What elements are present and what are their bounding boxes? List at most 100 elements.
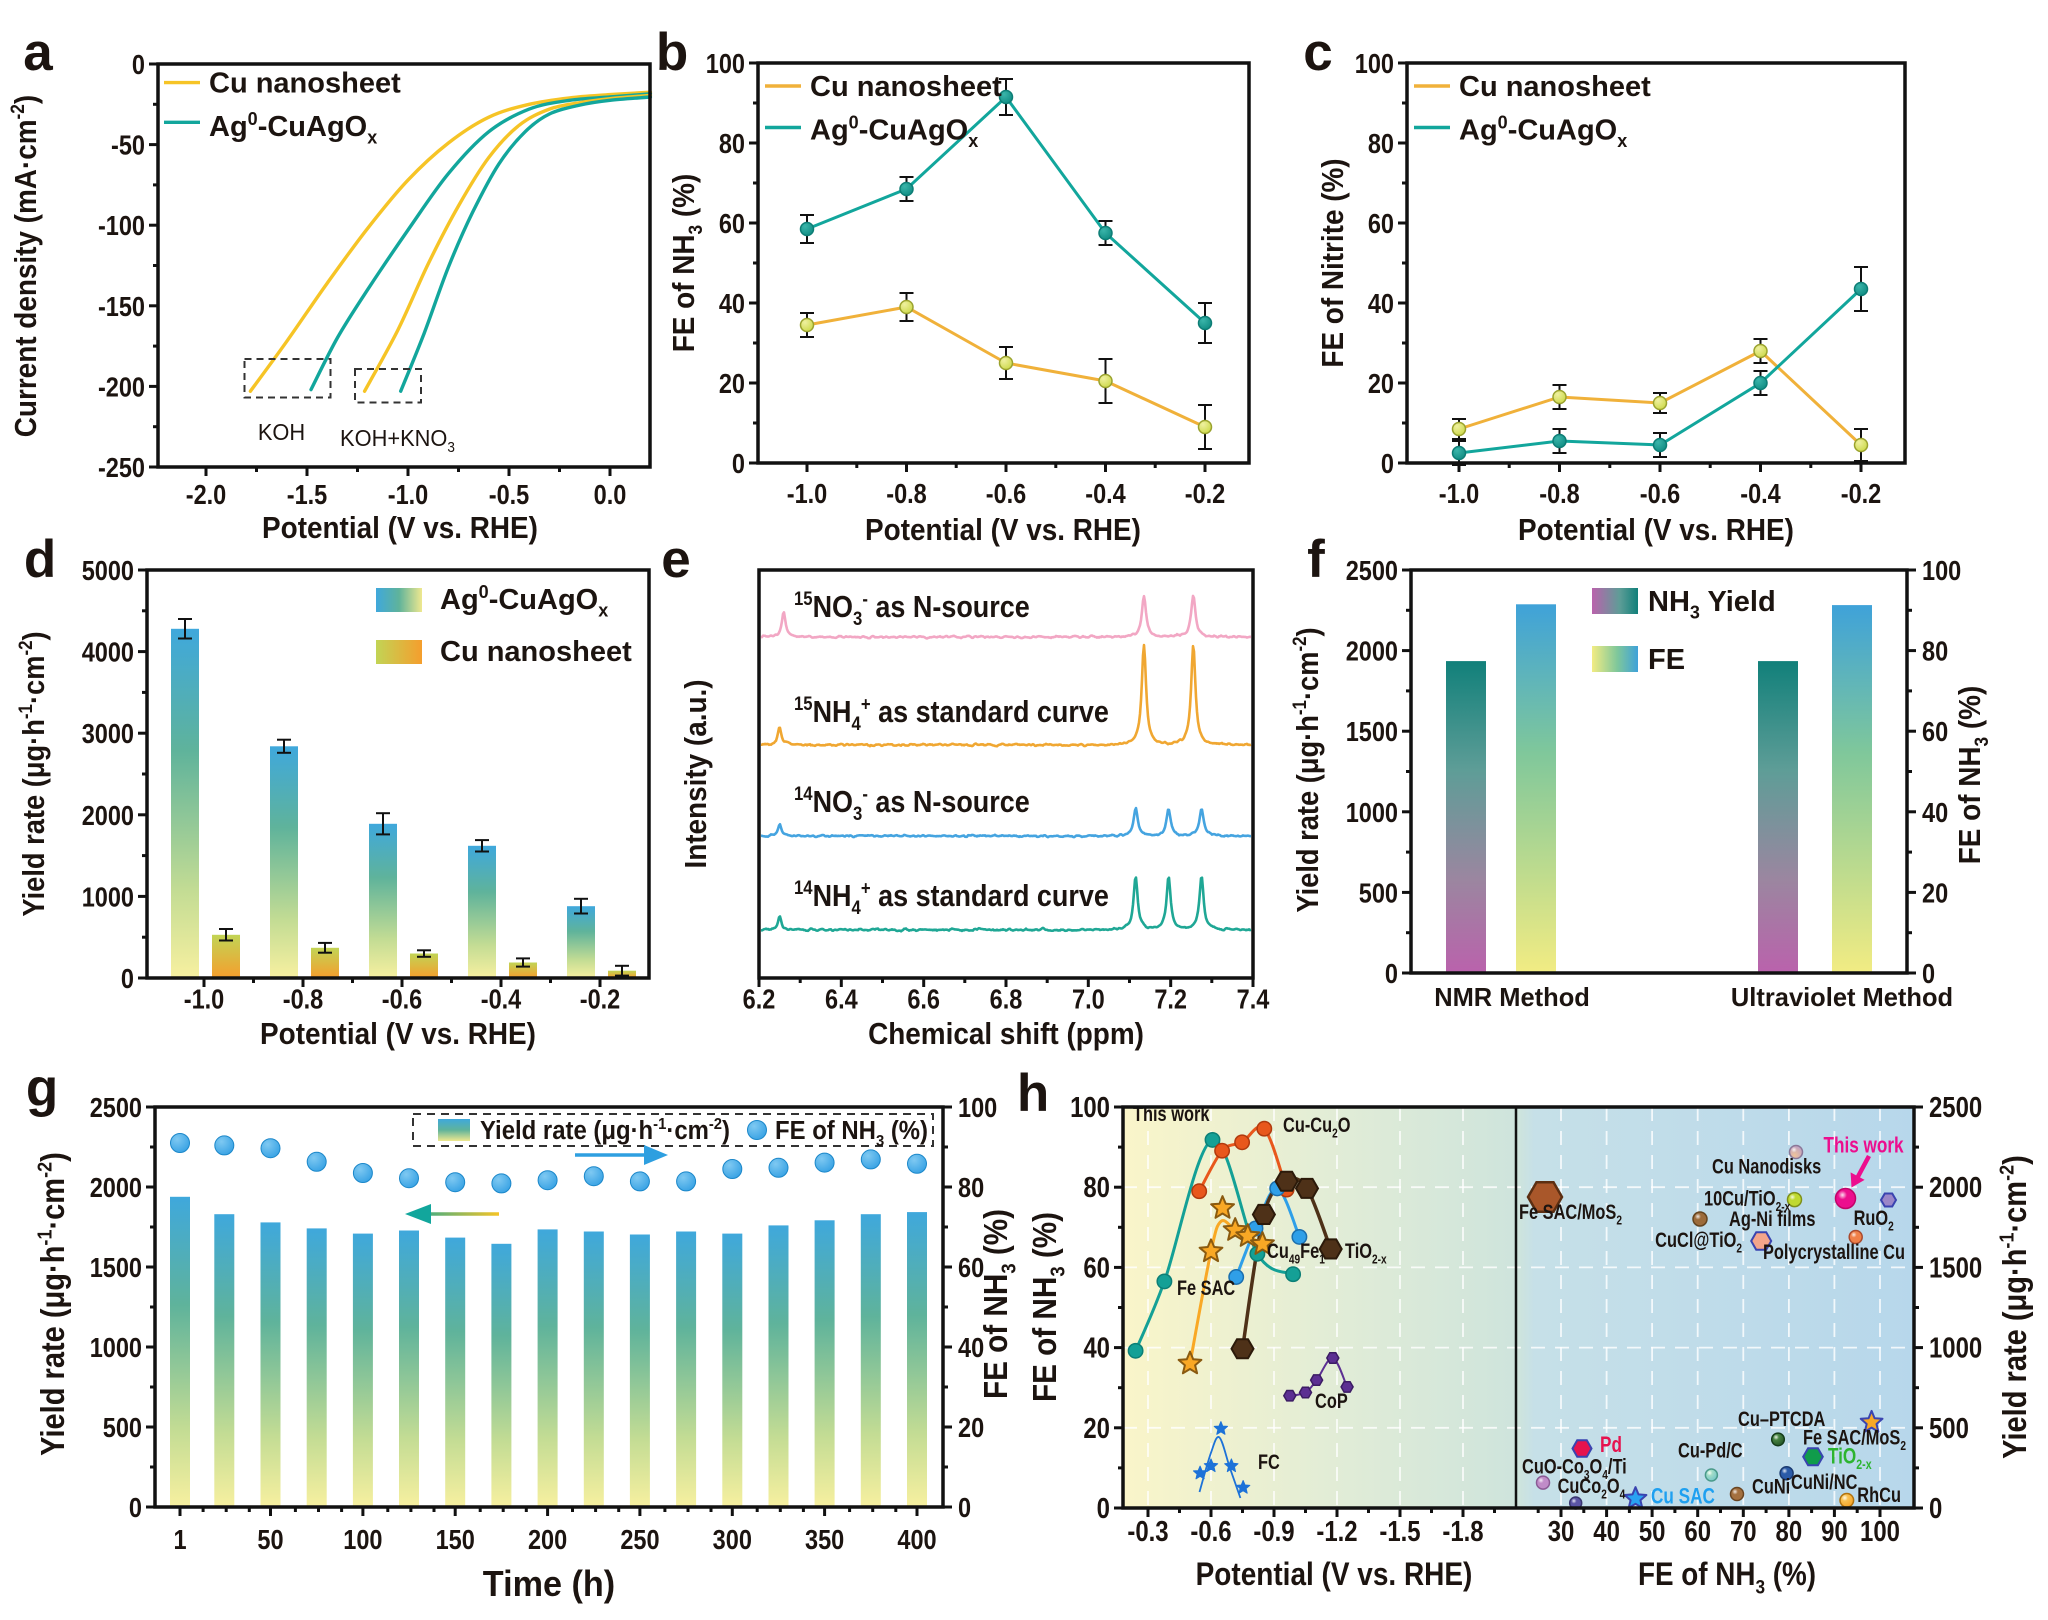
svg-text:TiO2-x: TiO2-x — [1828, 1444, 1872, 1472]
svg-text:RuO2: RuO2 — [1854, 1206, 1895, 1234]
svg-text:Current density (mA·cm-2): Current density (mA·cm-2) — [6, 95, 43, 437]
svg-text:Cu Nanodisks: Cu Nanodisks — [1712, 1155, 1821, 1178]
svg-text:2000: 2000 — [1929, 1171, 1982, 1203]
svg-text:60: 60 — [1368, 209, 1394, 239]
svg-text:Potential (V vs. RHE): Potential (V vs. RHE) — [865, 513, 1141, 548]
svg-text:-0.5: -0.5 — [489, 480, 530, 510]
svg-text:b: b — [656, 23, 688, 82]
svg-text:40: 40 — [1922, 798, 1948, 828]
svg-text:2000: 2000 — [90, 1173, 142, 1203]
svg-text:0: 0 — [1929, 1492, 1942, 1524]
svg-text:1000: 1000 — [1929, 1332, 1982, 1364]
svg-text:-1.2: -1.2 — [1316, 1515, 1357, 1547]
svg-text:30: 30 — [1548, 1515, 1575, 1547]
svg-text:-0.2: -0.2 — [1185, 479, 1226, 509]
svg-text:500: 500 — [1929, 1412, 1969, 1444]
svg-text:Potential (V vs. RHE): Potential (V vs. RHE) — [262, 511, 538, 546]
svg-text:500: 500 — [1359, 879, 1398, 909]
svg-text:-1.0: -1.0 — [184, 985, 225, 1015]
svg-text:1000: 1000 — [82, 883, 134, 913]
svg-text:100: 100 — [706, 49, 745, 79]
svg-text:FE of NH3 (%): FE of NH3 (%) — [775, 1116, 928, 1150]
svg-text:60: 60 — [719, 209, 745, 239]
svg-text:2500: 2500 — [1929, 1091, 1982, 1123]
svg-text:-50: -50 — [111, 131, 145, 161]
svg-text:80: 80 — [1776, 1515, 1803, 1547]
svg-text:0: 0 — [732, 449, 745, 479]
svg-text:7.2: 7.2 — [1154, 985, 1187, 1015]
svg-text:20: 20 — [1922, 879, 1948, 909]
svg-text:-1.5: -1.5 — [287, 480, 328, 510]
svg-text:200: 200 — [528, 1525, 567, 1555]
svg-text:1: 1 — [173, 1525, 186, 1555]
svg-text:0: 0 — [1922, 959, 1935, 989]
svg-text:20: 20 — [1083, 1412, 1110, 1444]
svg-text:500: 500 — [103, 1413, 142, 1443]
svg-text:-0.8: -0.8 — [1539, 479, 1580, 509]
svg-text:-0.9: -0.9 — [1253, 1515, 1294, 1547]
svg-text:RhCu: RhCu — [1857, 1483, 1901, 1506]
svg-text:-0.2: -0.2 — [580, 985, 621, 1015]
svg-text:7.0: 7.0 — [1072, 985, 1105, 1015]
svg-text:Fe SAC/MoS2: Fe SAC/MoS2 — [1519, 1200, 1622, 1228]
svg-text:60: 60 — [1684, 1515, 1711, 1547]
svg-text:-1.5: -1.5 — [1379, 1515, 1420, 1547]
svg-text:100: 100 — [1860, 1515, 1900, 1547]
svg-text:FE: FE — [1648, 644, 1685, 676]
svg-text:Time (h): Time (h) — [483, 1564, 615, 1604]
svg-text:80: 80 — [1368, 129, 1394, 159]
svg-text:Ag0-CuAgOx: Ag0-CuAgOx — [810, 113, 978, 152]
svg-text:6.6: 6.6 — [907, 985, 940, 1015]
svg-text:Cu-Cu2O: Cu-Cu2O — [1283, 1113, 1351, 1141]
svg-text:90: 90 — [1821, 1515, 1848, 1547]
svg-text:-0.6: -0.6 — [382, 985, 423, 1015]
svg-text:1500: 1500 — [1346, 717, 1398, 747]
svg-text:FE of NH3 (%): FE of NH3 (%) — [1027, 1212, 1070, 1402]
svg-text:CoP: CoP — [1315, 1389, 1348, 1412]
svg-text:c: c — [1303, 23, 1332, 82]
svg-text:Ag0-CuAgOx: Ag0-CuAgOx — [440, 582, 608, 621]
svg-text:100: 100 — [958, 1093, 997, 1123]
svg-text:Yield rate (μg·h-1·cm-2): Yield rate (μg·h-1·cm-2) — [1996, 1155, 2033, 1459]
svg-text:-0.6: -0.6 — [1640, 479, 1681, 509]
svg-text:15NH4+ as standard curve: 15NH4+ as standard curve — [794, 693, 1109, 734]
svg-text:2000: 2000 — [1346, 637, 1398, 667]
svg-text:-0.2: -0.2 — [1841, 479, 1882, 509]
svg-text:1000: 1000 — [1346, 798, 1398, 828]
svg-text:-1.0: -1.0 — [787, 479, 828, 509]
svg-text:40: 40 — [1083, 1332, 1110, 1364]
svg-text:Pd: Pd — [1600, 1433, 1622, 1458]
svg-text:350: 350 — [805, 1525, 844, 1555]
svg-text:CuO-Co3O4/Ti: CuO-Co3O4/Ti — [1522, 1455, 1627, 1483]
svg-text:100: 100 — [1070, 1091, 1110, 1123]
svg-text:20: 20 — [958, 1413, 984, 1443]
svg-text:150: 150 — [436, 1525, 475, 1555]
svg-text:-150: -150 — [98, 292, 145, 322]
svg-text:4000: 4000 — [82, 638, 134, 668]
svg-text:300: 300 — [713, 1525, 752, 1555]
svg-text:Cu nanosheet: Cu nanosheet — [810, 71, 1002, 103]
svg-text:0: 0 — [1097, 1492, 1110, 1524]
svg-text:3000: 3000 — [82, 719, 134, 749]
svg-text:CuNi/NC: CuNi/NC — [1791, 1470, 1858, 1493]
svg-text:15NO3- as N-source: 15NO3- as N-source — [794, 588, 1030, 629]
svg-text:250: 250 — [620, 1525, 659, 1555]
svg-text:40: 40 — [1368, 289, 1394, 319]
svg-text:40: 40 — [958, 1333, 984, 1363]
svg-text:Cu nanosheet: Cu nanosheet — [209, 68, 401, 100]
svg-text:Fe SAC: Fe SAC — [1177, 1276, 1236, 1299]
svg-text:40: 40 — [719, 289, 745, 319]
svg-text:-1.8: -1.8 — [1442, 1515, 1483, 1547]
svg-text:Cu SAC: Cu SAC — [1651, 1485, 1715, 1510]
svg-text:100: 100 — [1355, 49, 1394, 79]
svg-text:Ag-Ni films: Ag-Ni films — [1729, 1207, 1815, 1230]
svg-text:2500: 2500 — [1346, 556, 1398, 586]
svg-text:KOH: KOH — [258, 419, 305, 445]
svg-text:Potential (V vs. RHE): Potential (V vs. RHE) — [260, 1017, 536, 1052]
svg-text:0: 0 — [129, 1493, 142, 1523]
svg-text:-0.3: -0.3 — [1127, 1515, 1168, 1547]
svg-text:6.8: 6.8 — [990, 985, 1023, 1015]
svg-text:80: 80 — [1083, 1171, 1110, 1203]
svg-text:h: h — [1017, 1064, 1049, 1123]
svg-text:1500: 1500 — [90, 1253, 142, 1283]
